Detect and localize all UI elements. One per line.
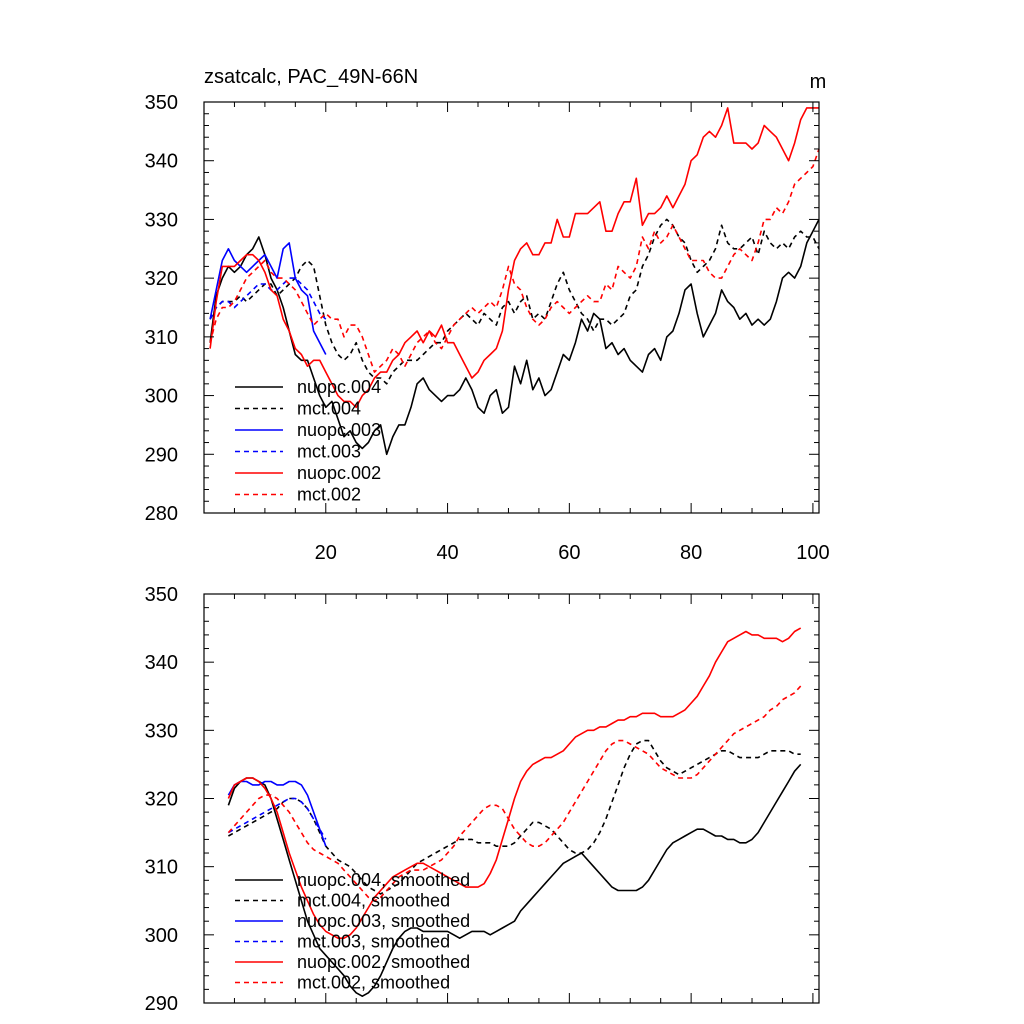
bottom-x-axis [203, 594, 814, 1003]
top-x-tick-label: 40 [436, 542, 458, 564]
top-series-line-nuopc-002 [209, 107, 819, 409]
top-y-tick-label: 310 [145, 327, 178, 349]
bottom-panel: 290 300 310 320 330 340 350 nuopc.004, smoothed… [145, 584, 820, 1015]
top-y-tick-label: 330 [145, 209, 178, 231]
bottom-series-line-mct-003-smoothed [228, 797, 327, 840]
bottom-y-axis: 290 300 310 320 330 340 350 [145, 584, 819, 1015]
bottom-legend-label: mct.004, smoothed [297, 891, 450, 911]
bottom-series-line-nuopc-004-smoothed [227, 763, 802, 998]
top-x-tick-label: 20 [315, 542, 337, 564]
bottom-legend-label: nuopc.002, smoothed [297, 952, 470, 972]
bottom-series-line-mct-002-smoothed [227, 685, 802, 902]
bottom-plot-area: 290 300 310 320 330 340 350 nuopc.004, smoothed… [145, 584, 820, 1015]
top-series-line-nuopc-004 [209, 219, 820, 456]
bottom-legend-label: mct.003, smoothed [297, 932, 450, 952]
bottom-series-line-nuopc-003-smoothed [227, 780, 327, 847]
top-y-tick-label: 280 [145, 503, 178, 525]
bottom-y-tick-label: 340 [145, 652, 178, 674]
top-x-axis: 20 40 60 80 100 [203, 102, 830, 564]
top-y-axis: 280 290 300 310 320 330 340 350 [145, 92, 819, 525]
bottom-y-tick-label: 350 [145, 584, 178, 606]
top-y-tick-label: 290 [145, 444, 178, 466]
bottom-y-tick-label: 330 [145, 720, 178, 742]
bottom-series-line-nuopc-002-smoothed [227, 627, 802, 940]
top-y-tick-label: 300 [145, 386, 178, 408]
top-series-group [209, 107, 820, 456]
top-legend-label: nuopc.003 [297, 420, 381, 440]
top-panel: zsatcalc, PAC_49N-66N m 280 290 300 310 320 3… [145, 66, 830, 564]
top-series-line-mct-004 [209, 218, 820, 385]
bottom-y-tick-label: 320 [145, 789, 178, 811]
bottom-y-tick-label: 310 [145, 857, 178, 879]
top-x-tick-label: 60 [558, 542, 580, 564]
top-series-line-nuopc-003 [209, 242, 327, 355]
top-y-tick-label: 340 [145, 151, 178, 173]
top-plot-area: 280 290 300 310 320 330 340 350 20 40 60 80 100 nuopc… [145, 92, 830, 564]
top-legend-label: mct.002 [297, 485, 361, 505]
top-series-line-mct-002 [209, 148, 820, 373]
top-panel-units: m [810, 71, 827, 93]
top-y-tick-label: 320 [145, 268, 178, 290]
bottom-y-tick-label: 300 [145, 925, 178, 947]
top-legend-label: nuopc.002 [297, 463, 381, 483]
top-plot-frame [203, 101, 820, 514]
bottom-legend-label: nuopc.003, smoothed [297, 911, 470, 931]
top-x-tick-label: 80 [680, 542, 702, 564]
top-legend-label: mct.003 [297, 442, 361, 462]
bottom-y-tick-label: 290 [145, 993, 178, 1015]
top-y-tick-label: 350 [145, 92, 178, 114]
bottom-legend-label: nuopc.004, smoothed [297, 870, 470, 890]
top-legend-label: nuopc.004 [297, 377, 381, 397]
bottom-series-group [227, 627, 802, 998]
top-panel-title: zsatcalc, PAC_49N-66N [204, 66, 418, 88]
top-x-tick-label: 100 [796, 542, 829, 564]
top-series-line-mct-003 [209, 277, 327, 320]
bottom-legend-label: mct.002, smoothed [297, 973, 450, 993]
top-legend-label: mct.004 [297, 399, 361, 419]
top-legend: nuopc.004mct.004nuopc.003mct.003nuopc.00… [235, 377, 381, 505]
